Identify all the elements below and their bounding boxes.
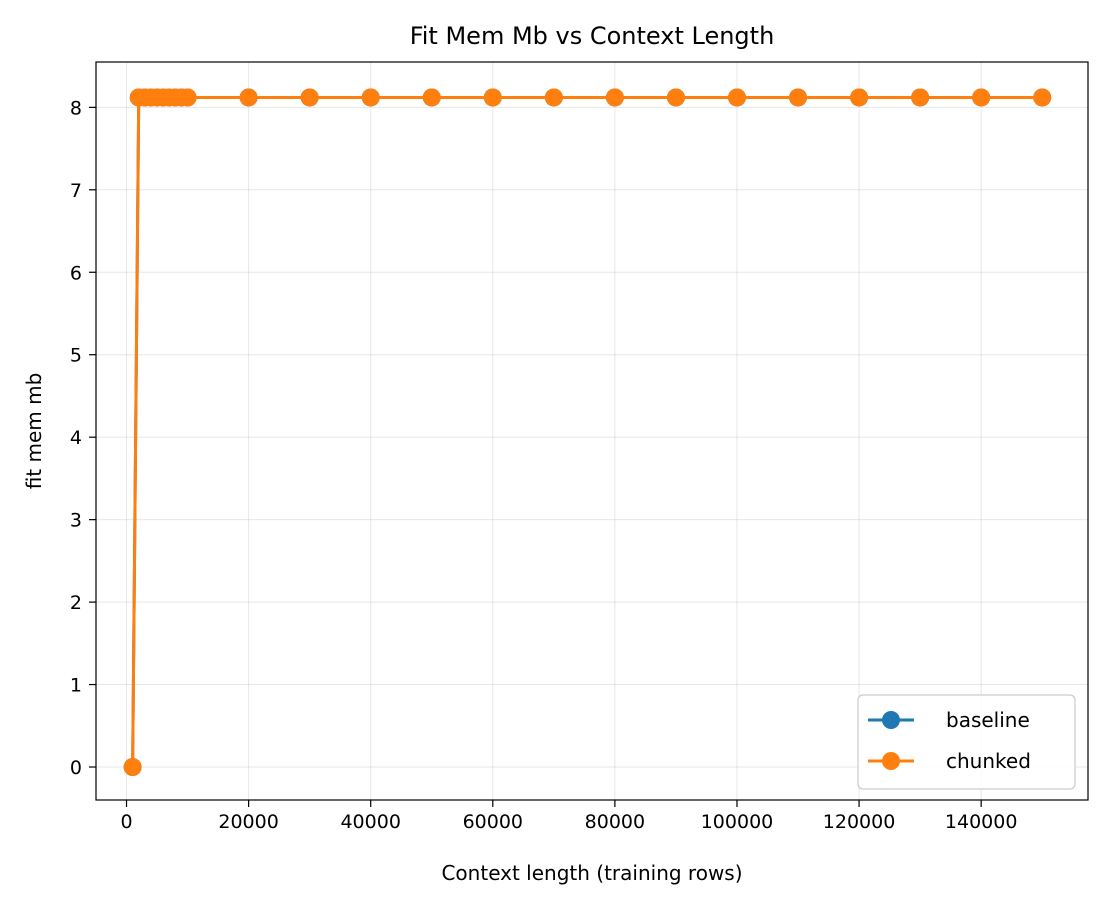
y-tick-label: 3 bbox=[70, 510, 82, 532]
y-tick-label: 2 bbox=[70, 592, 82, 614]
data-point-chunked bbox=[727, 88, 746, 107]
x-tick-label: 20000 bbox=[218, 811, 278, 833]
data-point-chunked bbox=[911, 88, 930, 107]
data-point-chunked bbox=[239, 88, 258, 107]
x-axis-ticks: 0 20000 40000 60000 80000 100000 120000 140000 bbox=[120, 800, 1017, 833]
data-point-chunked bbox=[483, 88, 502, 107]
grid bbox=[96, 62, 1088, 800]
x-axis-label: Context length (training rows) bbox=[441, 861, 742, 885]
x-tick-label: 0 bbox=[120, 811, 132, 833]
y-tick-label: 1 bbox=[70, 675, 82, 697]
plot-frame bbox=[95, 61, 1089, 801]
x-tick-label: 140000 bbox=[945, 811, 1018, 833]
data-point-chunked bbox=[422, 88, 441, 107]
y-axis-label: fit mem mb bbox=[22, 373, 46, 490]
x-tick-label: 60000 bbox=[463, 811, 523, 833]
series-layer bbox=[123, 88, 1052, 777]
legend-marker-chunked bbox=[882, 752, 900, 770]
x-tick-label: 100000 bbox=[701, 811, 774, 833]
legend-label: chunked bbox=[946, 749, 1031, 773]
legend: baseline chunked bbox=[857, 694, 1076, 790]
y-tick-label: 0 bbox=[70, 757, 82, 779]
y-tick-label: 7 bbox=[70, 180, 82, 202]
data-point-chunked bbox=[789, 88, 808, 107]
legend-label: baseline bbox=[946, 708, 1030, 732]
y-tick-label: 6 bbox=[70, 262, 82, 284]
y-tick-label: 5 bbox=[70, 345, 82, 367]
y-axis-ticks: 0 1 2 3 4 5 6 7 8 bbox=[70, 97, 96, 779]
data-point-chunked bbox=[605, 88, 624, 107]
data-point-chunked bbox=[544, 88, 563, 107]
x-tick-label: 40000 bbox=[340, 811, 400, 833]
data-point-chunked bbox=[972, 88, 991, 107]
data-point-chunked bbox=[666, 88, 685, 107]
y-tick-label: 8 bbox=[70, 97, 82, 119]
data-point-chunked bbox=[178, 88, 197, 107]
data-point-chunked bbox=[300, 88, 319, 107]
x-tick-label: 80000 bbox=[585, 811, 645, 833]
y-tick-label: 4 bbox=[70, 427, 82, 449]
x-tick-label: 120000 bbox=[823, 811, 896, 833]
data-point-chunked bbox=[361, 88, 380, 107]
series-chunked bbox=[123, 88, 1052, 777]
legend-marker-baseline bbox=[882, 711, 900, 729]
data-point-chunked bbox=[850, 88, 869, 107]
data-point-chunked bbox=[123, 758, 142, 777]
data-point-chunked bbox=[1033, 88, 1052, 107]
chart-title: Fit Mem Mb vs Context Length bbox=[410, 22, 775, 50]
